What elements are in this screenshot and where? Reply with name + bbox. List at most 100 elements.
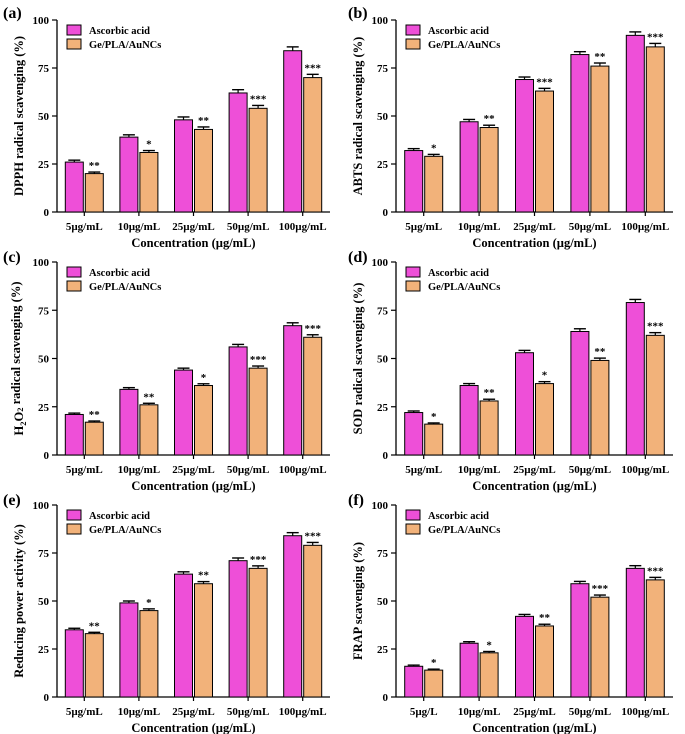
legend-swatch: [66, 38, 82, 50]
y-axis-label: H2O2 radical scavenging (%): [9, 281, 28, 435]
significance-marker: *: [431, 142, 437, 154]
significance-marker: *: [146, 139, 152, 151]
chart-panel-b: (b) 0 25 50 75 100 5µg/mL * 10µg/mL ** 25µg/mL *** 5…: [348, 5, 673, 250]
legend-label: Ge/PLA/AuNCs: [89, 40, 161, 51]
chart-panel-c: (c) 0 25 50 75 100 5µg/mL ** 10µg/mL ** 25µg/mL * 50…: [3, 249, 330, 493]
bar-ge-pla-aunc: [645, 334, 665, 456]
y-axis-label-part: O: [12, 412, 26, 422]
y-axis-label: FRAP scavenging (%): [351, 542, 365, 660]
bar-ascorbic-acid: [174, 369, 193, 456]
x-tick-label: 10µg/mL: [458, 706, 500, 718]
panel-label: (b): [348, 5, 368, 22]
significance-marker: **: [89, 409, 101, 421]
panel-label: (a): [3, 5, 22, 22]
x-tick-label: 5µg/L: [410, 706, 438, 718]
x-tick-label: 25µg/mL: [513, 706, 555, 718]
bar-ge-pla-aunc: [645, 579, 665, 698]
significance-marker: ***: [647, 321, 664, 333]
bar-ascorbic-acid: [174, 119, 193, 213]
legend-label: Ge/PLA/AuNCs: [89, 525, 161, 536]
bar-ascorbic-acid: [459, 642, 479, 698]
bar-ge-pla-aunc: [479, 127, 499, 213]
significance-marker: ***: [250, 354, 267, 366]
bar-ge-pla-aunc: [645, 46, 665, 213]
legend-label: Ge/PLA/AuNCs: [428, 525, 500, 536]
x-tick-label: 10µg/mL: [118, 221, 160, 233]
significance-marker: **: [198, 115, 210, 127]
y-tick-label: 75: [377, 305, 389, 317]
legend-label: Ascorbic acid: [428, 26, 489, 37]
legend-swatch: [405, 280, 421, 292]
legend-label: Ascorbic acid: [428, 268, 489, 279]
y-tick-label: 100: [372, 257, 389, 269]
legend-swatch: [66, 280, 82, 292]
y-tick-label: 0: [383, 692, 389, 704]
bar-ge-pla-aunc: [479, 652, 499, 698]
y-tick-label: 75: [38, 548, 50, 560]
significance-marker: *: [146, 597, 152, 609]
legend-label: Ascorbic acid: [89, 511, 150, 522]
bar-ge-pla-aunc: [590, 596, 610, 698]
x-tick-label: 25µg/mL: [172, 221, 214, 233]
bar-ascorbic-acid: [459, 121, 479, 213]
y-tick-label: 50: [38, 596, 50, 608]
bar-ge-pla-aunc: [303, 544, 323, 698]
y-tick-label: 50: [377, 111, 389, 123]
significance-marker: ***: [592, 583, 609, 595]
y-tick-label: 75: [377, 63, 389, 75]
x-tick-label: 50µg/mL: [569, 221, 611, 233]
significance-marker: ***: [647, 565, 664, 577]
y-tick-label: 25: [38, 644, 50, 656]
y-tick-label: 25: [38, 159, 50, 171]
legend-swatch: [66, 523, 82, 535]
y-axis-label-part: radical scavenging (%): [9, 281, 23, 407]
y-tick-label: 50: [38, 354, 50, 366]
bar-ascorbic-acid: [625, 302, 645, 456]
x-axis-label: Concentration (µg/mL): [131, 479, 255, 493]
y-tick-label: 75: [377, 548, 389, 560]
bar-ge-pla-aunc: [194, 583, 213, 698]
bar-ge-pla-aunc: [139, 151, 159, 213]
legend-swatch: [66, 509, 82, 521]
significance-marker: ***: [250, 93, 267, 105]
y-tick-label: 100: [372, 500, 389, 512]
legend-label: Ascorbic acid: [428, 511, 489, 522]
x-tick-label: 5µg/mL: [66, 464, 103, 476]
panel-label: (f): [348, 492, 364, 509]
bar-ge-pla-aunc: [84, 633, 104, 698]
x-axis-label: Concentration (µg/mL): [131, 721, 255, 734]
bar-ascorbic-acid: [64, 629, 84, 698]
y-tick-label: 25: [377, 402, 389, 414]
legend-swatch: [405, 523, 421, 535]
bar-ascorbic-acid: [570, 583, 590, 698]
x-tick-label: 10µg/mL: [458, 221, 500, 233]
bar-ascorbic-acid: [404, 665, 424, 698]
y-axis-label: DPPH radical scavenging (%): [12, 36, 26, 196]
bar-ge-pla-aunc: [303, 336, 323, 456]
bar-ge-pla-aunc: [424, 155, 444, 213]
bar-ge-pla-aunc: [248, 367, 268, 456]
significance-marker: **: [594, 346, 606, 358]
x-tick-label: 100µg/mL: [621, 706, 669, 718]
significance-marker: ***: [304, 323, 321, 335]
significance-marker: **: [484, 387, 496, 399]
chart-panel-f: (f) 0 25 50 75 100 5µg/L * 10µg/mL * 25µg/mL ** 50µg…: [348, 492, 673, 734]
chart-panel-d: (d) 0 25 50 75 100 5µg/mL * 10µg/mL ** 25µg/mL * 50µ…: [348, 249, 673, 493]
y-tick-label: 75: [38, 305, 50, 317]
bar-ge-pla-aunc: [194, 128, 213, 213]
panel-label: (d): [348, 249, 368, 266]
x-axis-label: Concentration (µg/mL): [472, 721, 596, 734]
x-axis-label: Concentration (µg/mL): [472, 479, 596, 493]
bar-ascorbic-acid: [228, 346, 248, 456]
significance-marker: **: [89, 620, 101, 632]
legend-swatch: [405, 24, 421, 36]
y-tick-label: 50: [377, 596, 389, 608]
significance-marker: ***: [250, 554, 267, 566]
bar-ascorbic-acid: [174, 573, 193, 698]
y-tick-label: 50: [377, 354, 389, 366]
bar-ascorbic-acid: [64, 161, 84, 213]
bar-ascorbic-acid: [283, 50, 303, 213]
bar-ge-pla-aunc: [535, 90, 554, 213]
y-tick-label: 100: [33, 500, 50, 512]
